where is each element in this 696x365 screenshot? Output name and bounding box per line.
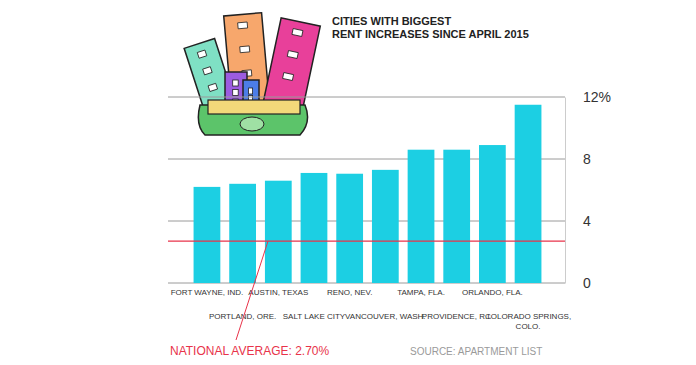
x-tick: FORT WAYNE, IND. [171, 283, 244, 297]
y-axis-line [565, 98, 566, 284]
x-axis-line [191, 283, 546, 284]
y-tick-label: 4 [583, 213, 591, 229]
y-tick-label: 12% [583, 89, 611, 105]
building-window [283, 73, 294, 81]
y-tick-label: 8 [583, 151, 591, 167]
x-tick-label: ORLANDO, FLA. [462, 288, 523, 297]
money-bill-center [240, 117, 264, 131]
building-window [203, 67, 212, 75]
building-window [238, 22, 248, 29]
x-axis: FORT WAYNE, IND.PORTLAND, ORE.AUSTIN, TE… [171, 283, 572, 331]
bar [408, 150, 435, 283]
illustration [184, 13, 320, 135]
grid [168, 97, 565, 283]
x-tick-label: SALT LAKE CITY [283, 312, 346, 321]
reference-line [168, 241, 565, 242]
building-window [197, 50, 206, 58]
building-window [233, 80, 239, 86]
y-axis: 0 4 8 12% [565, 89, 611, 291]
building-window [287, 51, 298, 59]
bar [479, 145, 506, 283]
x-tick-label: TAMPA, FLA. [397, 288, 445, 297]
x-tick: ORLANDO, FLA. [462, 283, 523, 297]
x-tick: AUSTIN, TEXAS [248, 283, 308, 297]
money-band [208, 100, 300, 114]
building-window [208, 83, 217, 91]
x-tick: RENO, NEV. [327, 283, 373, 297]
bar [372, 170, 399, 283]
chart: CITIES WITH BIGGESTRENT INCREASES SINCE … [0, 0, 696, 365]
y-tick: 0 [565, 275, 591, 291]
building-window [240, 46, 250, 53]
bar [443, 150, 470, 283]
grid-line [168, 97, 565, 98]
bar [301, 173, 328, 283]
x-tick-label: VANCOUVER, WASH. [345, 312, 425, 321]
bar [229, 184, 256, 283]
y-tick-label: 0 [583, 275, 591, 291]
x-tick: COLORADO SPRINGS,COLO. [485, 283, 571, 331]
title: CITIES WITH BIGGESTRENT INCREASES SINCE … [332, 15, 529, 40]
source: SOURCE: APARTMENT LIST [410, 346, 542, 357]
annotation-pointer [236, 241, 268, 340]
bar [265, 181, 292, 283]
annotation-label: NATIONAL AVERAGE: 2.70% [170, 344, 330, 358]
x-tick-label: AUSTIN, TEXAS [248, 288, 308, 297]
x-tick-label: PROVIDENCE, R.I. [422, 312, 492, 321]
x-tick-label: FORT WAYNE, IND. [171, 288, 244, 297]
building-window [233, 90, 239, 96]
y-tick: 4 [565, 213, 591, 229]
bar [194, 187, 221, 283]
x-tick: TAMPA, FLA. [397, 283, 445, 297]
y-tick: 8 [565, 151, 591, 167]
y-tick: 12% [565, 89, 611, 105]
building-window [292, 29, 303, 37]
building-window [249, 88, 253, 94]
bar [515, 105, 542, 283]
x-tick-label: RENO, NEV. [327, 288, 373, 297]
bar [336, 174, 363, 283]
x-tick-label: COLORADO SPRINGS,COLO. [485, 312, 571, 331]
plot-area [168, 105, 565, 283]
